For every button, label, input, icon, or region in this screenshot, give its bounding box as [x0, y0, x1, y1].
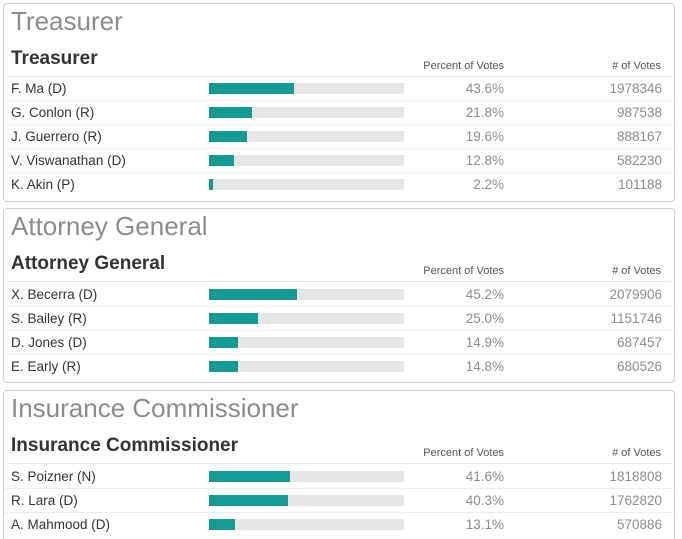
header-divider [7, 463, 671, 464]
votes-column-header: # of Votes [612, 60, 661, 72]
vote-bar-track [209, 495, 404, 506]
votes-column-header: # of Votes [612, 447, 661, 459]
vote-bar-fill [209, 361, 238, 372]
vote-percent: 13.1% [465, 517, 504, 532]
vote-count: 2079906 [609, 287, 662, 302]
vote-bar-track [209, 337, 404, 348]
vote-percent: 12.8% [465, 153, 504, 168]
candidate-row: J. Guerrero (R) 19.6% 888167 [4, 125, 674, 149]
vote-bar-track [209, 155, 404, 166]
vote-percent: 45.2% [465, 287, 504, 302]
candidate-name: J. Guerrero (R) [11, 129, 102, 144]
candidate-name: K. Akin (P) [11, 177, 75, 192]
candidate-row: S. Bailey (R) 25.0% 1151746 [4, 307, 674, 331]
percent-column-header: Percent of Votes [423, 265, 504, 277]
vote-count: 582230 [616, 153, 662, 168]
vote-percent: 19.6% [465, 129, 504, 144]
vote-count: 1978346 [609, 81, 662, 96]
vote-bar-track [209, 131, 404, 142]
vote-bar-track [209, 289, 404, 300]
vote-count: 680526 [616, 359, 662, 374]
vote-bar-track [209, 107, 404, 118]
candidate-name: D. Jones (D) [11, 335, 87, 350]
vote-bar-track [209, 179, 404, 190]
race-panel-insurance-commissioner: Insurance Commissioner Insurance Commiss… [3, 390, 675, 539]
vote-count: 888167 [616, 129, 662, 144]
candidate-name: S. Poizner (N) [11, 469, 96, 484]
vote-bar-fill [209, 313, 258, 324]
vote-bar-fill [209, 155, 234, 166]
vote-bar-fill [209, 107, 252, 118]
candidate-row: R. Lara (D) 40.3% 1762820 [4, 489, 674, 513]
race-title: Attorney General [11, 253, 166, 274]
vote-bar-fill [209, 471, 291, 482]
vote-percent: 43.6% [465, 81, 504, 96]
vote-count: 101188 [617, 177, 662, 192]
candidate-name: V. Viswanathan (D) [11, 153, 126, 168]
vote-bar-track [209, 313, 404, 324]
vote-percent: 25.0% [465, 311, 504, 326]
vote-bar-track [209, 361, 404, 372]
vote-bar-fill [209, 519, 235, 530]
race-panel-attorney-general: Attorney General Attorney General Percen… [3, 208, 675, 383]
vote-count: 1151746 [610, 311, 662, 326]
candidate-name: E. Early (R) [11, 359, 81, 374]
candidate-row: K. Akin (P) 2.2% 101188 [4, 173, 674, 197]
candidate-row: G. Conlon (R) 21.8% 987538 [4, 101, 674, 125]
vote-bar-track [209, 519, 404, 530]
race-panel-treasurer: Treasurer Treasurer Percent of Votes # o… [3, 3, 675, 202]
vote-bar-fill [209, 83, 295, 94]
race-title: Insurance Commissioner [11, 435, 239, 456]
vote-count: 1818808 [609, 469, 662, 484]
header-divider [7, 76, 671, 77]
vote-count: 570886 [616, 517, 662, 532]
vote-percent: 41.6% [465, 469, 504, 484]
vote-bar-fill [209, 179, 214, 190]
panel-title: Insurance Commissioner [11, 393, 299, 423]
header-divider [7, 281, 671, 282]
candidate-row: S. Poizner (N) 41.6% 1818808 [4, 465, 674, 489]
vote-count: 687457 [616, 335, 662, 350]
candidate-name: S. Bailey (R) [11, 311, 87, 326]
candidate-name: X. Becerra (D) [11, 287, 98, 302]
vote-percent: 40.3% [465, 493, 504, 508]
vote-percent: 2.2% [473, 177, 504, 192]
vote-bar-track [209, 83, 404, 94]
vote-percent: 14.9% [465, 335, 504, 350]
percent-column-header: Percent of Votes [423, 447, 504, 459]
votes-column-header: # of Votes [612, 265, 661, 277]
vote-percent: 21.8% [465, 105, 504, 120]
candidate-row: F. Ma (D) 43.6% 1978346 [4, 77, 674, 101]
vote-bar-fill [209, 131, 248, 142]
candidate-row: V. Viswanathan (D) 12.8% 582230 [4, 149, 674, 173]
candidate-name: R. Lara (D) [11, 493, 78, 508]
percent-column-header: Percent of Votes [423, 60, 504, 72]
candidate-name: G. Conlon (R) [11, 105, 95, 120]
vote-bar-fill [209, 289, 298, 300]
panel-title: Attorney General [11, 211, 208, 241]
candidate-name: F. Ma (D) [11, 81, 67, 96]
race-title: Treasurer [11, 48, 98, 69]
panel-title: Treasurer [11, 6, 123, 36]
candidate-row: E. Early (R) 14.8% 680526 [4, 355, 674, 379]
candidate-row: A. Mahmood (D) 13.1% 570886 [4, 513, 674, 537]
vote-bar-track [209, 471, 404, 482]
candidate-name: A. Mahmood (D) [11, 517, 111, 532]
vote-bar-fill [209, 337, 239, 348]
vote-percent: 14.8% [465, 359, 504, 374]
candidate-row: X. Becerra (D) 45.2% 2079906 [4, 283, 674, 307]
candidate-row: D. Jones (D) 14.9% 687457 [4, 331, 674, 355]
vote-bar-fill [209, 495, 288, 506]
vote-count: 1762820 [609, 493, 662, 508]
vote-count: 987538 [616, 105, 662, 120]
